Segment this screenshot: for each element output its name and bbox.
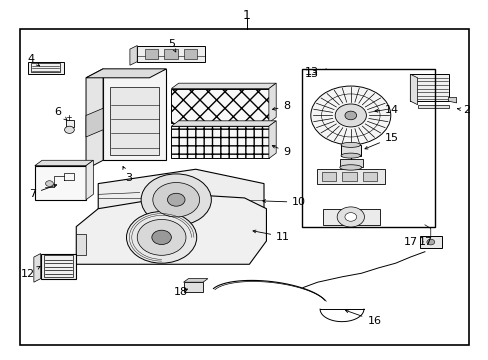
Polygon shape — [34, 253, 41, 282]
Circle shape — [64, 126, 74, 134]
Text: 6: 6 — [55, 107, 67, 120]
Bar — [362, 172, 376, 181]
Text: 11: 11 — [252, 230, 289, 242]
Bar — [144, 49, 158, 59]
Polygon shape — [340, 145, 360, 156]
Circle shape — [141, 174, 211, 226]
Text: 4: 4 — [27, 54, 40, 66]
Text: 17: 17 — [403, 237, 417, 247]
Text: 13: 13 — [304, 69, 326, 79]
Bar — [321, 172, 335, 181]
Polygon shape — [76, 234, 86, 255]
Circle shape — [426, 239, 434, 245]
Polygon shape — [103, 69, 166, 160]
Polygon shape — [98, 169, 264, 226]
Bar — [183, 49, 197, 59]
Polygon shape — [137, 45, 205, 62]
Bar — [163, 49, 177, 59]
Circle shape — [167, 193, 184, 206]
Polygon shape — [339, 159, 362, 167]
Polygon shape — [130, 45, 137, 65]
Circle shape — [344, 111, 356, 120]
Polygon shape — [86, 69, 166, 78]
Text: 3: 3 — [122, 166, 132, 183]
Text: 10: 10 — [262, 197, 305, 207]
Ellipse shape — [340, 142, 360, 147]
Polygon shape — [171, 89, 268, 123]
Text: 12: 12 — [20, 266, 40, 279]
Text: 17: 17 — [418, 237, 432, 247]
Polygon shape — [35, 166, 86, 200]
Circle shape — [153, 183, 199, 217]
Text: 1: 1 — [243, 9, 250, 22]
Polygon shape — [86, 108, 103, 137]
Text: 16: 16 — [345, 310, 381, 325]
Polygon shape — [316, 169, 384, 184]
Text: 9: 9 — [272, 145, 290, 157]
Polygon shape — [268, 121, 276, 158]
Polygon shape — [419, 235, 441, 248]
Polygon shape — [171, 83, 276, 89]
Polygon shape — [41, 253, 76, 279]
Polygon shape — [447, 98, 456, 103]
Text: 8: 8 — [272, 102, 290, 112]
Polygon shape — [322, 209, 379, 225]
Circle shape — [126, 212, 196, 263]
Polygon shape — [183, 282, 203, 292]
Polygon shape — [110, 87, 159, 155]
Circle shape — [336, 207, 364, 227]
Bar — [341, 172, 356, 181]
Polygon shape — [409, 74, 417, 105]
Text: 18: 18 — [174, 287, 188, 297]
Text: 13: 13 — [304, 67, 318, 77]
Circle shape — [310, 86, 390, 145]
Ellipse shape — [340, 153, 360, 158]
Polygon shape — [35, 160, 93, 166]
Polygon shape — [268, 83, 276, 123]
Circle shape — [45, 181, 53, 186]
Text: 5: 5 — [167, 39, 176, 52]
Polygon shape — [86, 69, 103, 169]
Polygon shape — [65, 120, 74, 127]
Polygon shape — [171, 126, 268, 158]
Polygon shape — [27, 62, 64, 74]
Polygon shape — [183, 279, 207, 282]
Bar — [302, 69, 434, 226]
Polygon shape — [76, 194, 266, 264]
Polygon shape — [409, 74, 448, 101]
Bar — [20, 30, 468, 345]
Polygon shape — [86, 160, 93, 200]
Circle shape — [334, 104, 366, 127]
Ellipse shape — [339, 165, 361, 170]
Polygon shape — [417, 105, 448, 108]
Circle shape — [152, 230, 171, 244]
Text: 14: 14 — [374, 105, 398, 115]
Text: 7: 7 — [29, 184, 57, 199]
Text: 2: 2 — [456, 105, 469, 115]
Polygon shape — [171, 121, 276, 126]
Circle shape — [344, 213, 356, 221]
Text: 15: 15 — [364, 133, 398, 149]
Circle shape — [137, 220, 185, 255]
